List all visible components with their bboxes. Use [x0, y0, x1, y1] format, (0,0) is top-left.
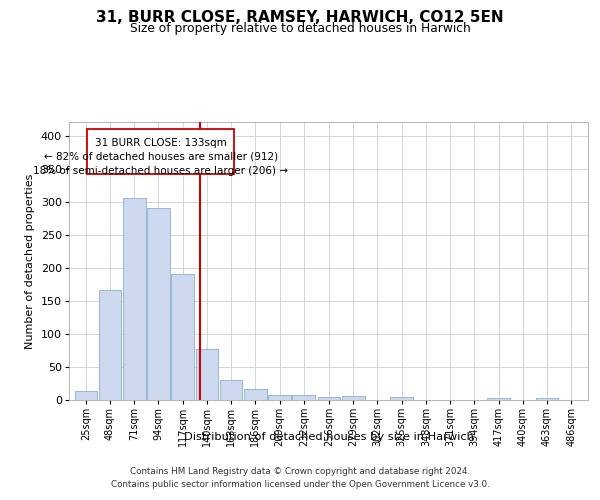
Bar — [220, 380, 242, 400]
Bar — [196, 349, 218, 400]
Text: 31, BURR CLOSE, RAMSEY, HARWICH, CO12 5EN: 31, BURR CLOSE, RAMSEY, HARWICH, CO12 5E… — [96, 10, 504, 25]
Bar — [487, 398, 510, 400]
Bar — [292, 396, 315, 400]
Text: 18% of semi-detached houses are larger (206) →: 18% of semi-detached houses are larger (… — [33, 166, 288, 175]
Bar — [74, 392, 97, 400]
Bar — [99, 290, 121, 400]
Text: Contains HM Land Registry data © Crown copyright and database right 2024.: Contains HM Land Registry data © Crown c… — [130, 467, 470, 476]
Text: Size of property relative to detached houses in Harwich: Size of property relative to detached ho… — [130, 22, 470, 35]
Text: ← 82% of detached houses are smaller (912): ← 82% of detached houses are smaller (91… — [44, 152, 278, 162]
Bar — [391, 396, 413, 400]
Bar — [318, 396, 340, 400]
Y-axis label: Number of detached properties: Number of detached properties — [25, 174, 35, 349]
Bar — [342, 396, 365, 400]
Text: 31 BURR CLOSE: 133sqm: 31 BURR CLOSE: 133sqm — [95, 138, 226, 148]
Bar — [268, 394, 291, 400]
Bar — [123, 198, 146, 400]
Bar — [172, 274, 194, 400]
Text: Contains public sector information licensed under the Open Government Licence v3: Contains public sector information licen… — [110, 480, 490, 489]
Bar — [147, 208, 170, 400]
Text: Distribution of detached houses by size in Harwich: Distribution of detached houses by size … — [184, 432, 474, 442]
Bar — [244, 390, 266, 400]
Bar — [536, 398, 558, 400]
